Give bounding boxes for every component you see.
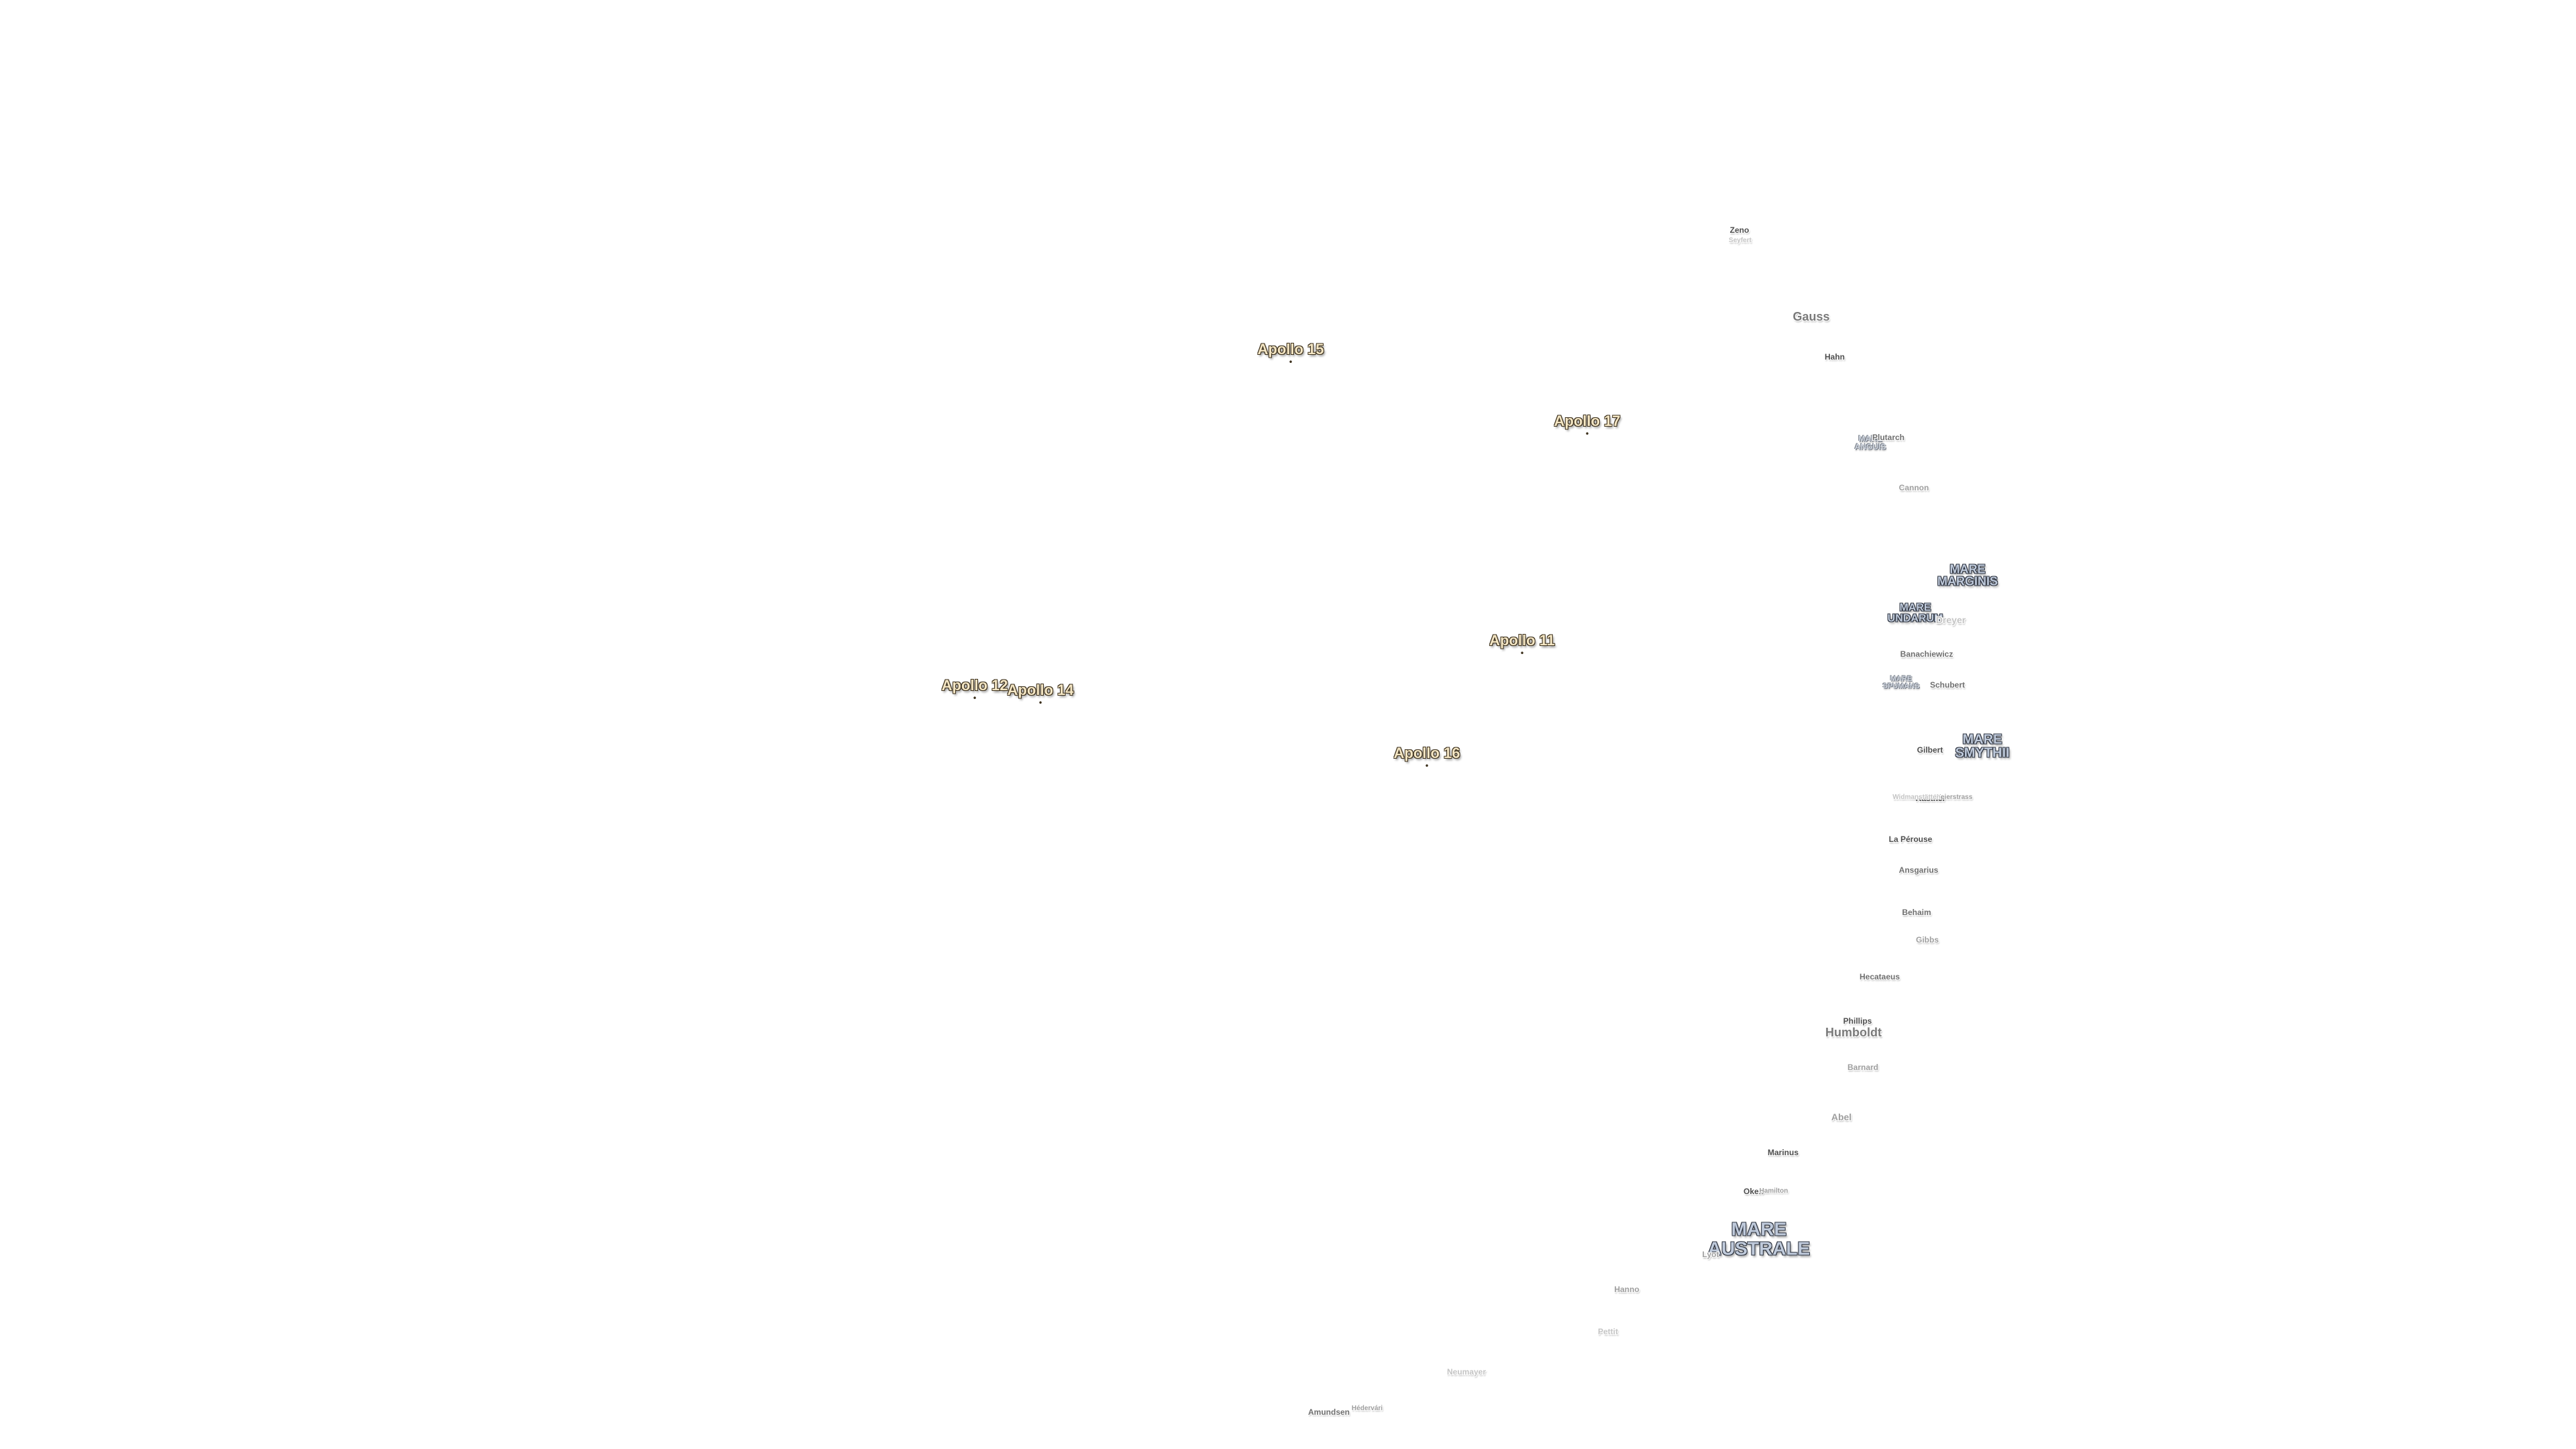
crater-barnard-label[interactable]: Barnard — [1847, 1062, 1879, 1072]
mare-undarum-label[interactable]: MARE UNDARUM — [1887, 602, 1943, 625]
crater-banachiewicz-label[interactable]: Banachiewicz — [1900, 649, 1953, 659]
apollo-11-label[interactable]: Apollo 11 — [1489, 631, 1555, 649]
crater-cannon-label[interactable]: Cannon — [1898, 482, 1929, 492]
apollo-15-label[interactable]: Apollo 15 — [1257, 340, 1324, 358]
crater-gilbert-label[interactable]: Gilbert — [1917, 745, 1943, 755]
crater-kastner-label[interactable]: Kästner — [1915, 793, 1946, 803]
crater-hahn-label[interactable]: Hahn — [1825, 352, 1845, 362]
apollo-11-marker-icon: • — [1519, 649, 1525, 658]
apollo-16-label[interactable]: Apollo 16 — [1393, 744, 1460, 761]
crater-oken-label[interactable]: Oken — [1743, 1186, 1764, 1196]
apollo-14-marker-icon: • — [1038, 698, 1043, 708]
apollo-17-label[interactable]: Apollo 17 — [1554, 412, 1621, 429]
crater-hanno-label[interactable]: Hanno — [1614, 1284, 1640, 1294]
apollo-17-marker-icon: • — [1585, 429, 1590, 439]
crater-zeno-label[interactable]: Zeno — [1729, 225, 1750, 235]
crater-widmanstatten-label[interactable]: Widmanstätten — [1892, 793, 1941, 801]
crater-phillips-label[interactable]: Phillips — [1843, 1016, 1872, 1026]
mare-spumans-label[interactable]: MARE SPUMANS — [1882, 674, 1920, 690]
mare-anguis-label[interactable]: MARE ANGUIS — [1854, 433, 1886, 451]
apollo-14-label[interactable]: Apollo 14 — [1007, 681, 1074, 698]
crater-gibbs-label[interactable]: Gibbs — [1915, 934, 1939, 945]
crater-seyfert-label[interactable]: Seyfert — [1729, 236, 1752, 244]
crater-lyot-label[interactable]: Lyot — [1702, 1249, 1719, 1259]
crater-hedervari-label[interactable]: Hédervári — [1351, 1404, 1383, 1412]
crater-dreyer-label[interactable]: Dreyer — [1935, 614, 1966, 625]
crater-ansgarius-label[interactable]: Ansgarius — [1898, 865, 1939, 875]
crater-humboldt-label[interactable]: Humboldt — [1825, 1025, 1882, 1039]
apollo-15-marker-icon: • — [1288, 358, 1293, 367]
crater-weierstrass-label[interactable]: Weierstrass — [1934, 793, 1973, 801]
crater-hamilton-label[interactable]: Hamilton — [1759, 1187, 1788, 1195]
apollo-12-label[interactable]: Apollo 12 — [941, 676, 1008, 694]
crater-amundsen-label[interactable]: Amundsen — [1307, 1407, 1350, 1417]
apollo-12-marker-icon: • — [972, 694, 977, 703]
mare-marginis-label[interactable]: MARE MARGINIS — [1937, 562, 1998, 588]
mare-australe-label[interactable]: MARE AUSTRALE — [1707, 1218, 1811, 1258]
crater-behaim-label[interactable]: Behaim — [1902, 907, 1931, 917]
crater-marinus-label[interactable]: Marinus — [1767, 1147, 1799, 1157]
crater-la-perouse-label[interactable]: La Pérouse — [1888, 834, 1933, 844]
apollo-16-marker-icon: • — [1424, 761, 1430, 771]
crater-neumayer-label[interactable]: Neumayer — [1446, 1366, 1487, 1377]
crater-plutarch-label[interactable]: Plutarch — [1872, 432, 1905, 442]
crater-hecataeus-label[interactable]: Hecataeus — [1859, 971, 1900, 981]
crater-pettit-label[interactable]: Pettit — [1598, 1326, 1618, 1336]
mare-smythii-label[interactable]: MARE SMYTHII — [1955, 732, 2010, 761]
crater-gauss-label[interactable]: Gauss — [1792, 309, 1830, 323]
crater-abel-label[interactable]: Abel — [1831, 1111, 1852, 1122]
crater-schubert-label[interactable]: Schubert — [1929, 680, 1966, 690]
